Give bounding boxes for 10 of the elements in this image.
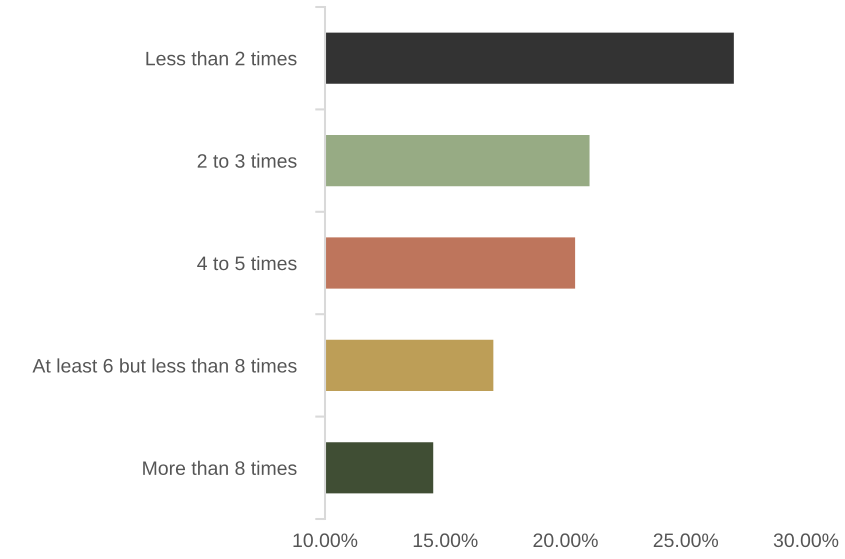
x-tick-label: 10.00% xyxy=(294,533,358,548)
x-tick-label: 15.00% xyxy=(414,533,478,548)
y-tick-label: More than 8 times xyxy=(143,460,297,476)
x-tick-label: 30.00% xyxy=(774,533,838,548)
x-tick-label: 20.00% xyxy=(534,533,598,548)
y-tick-label: At least 6 but less than 8 times xyxy=(32,358,297,373)
x-tick-label: 25.00% xyxy=(654,533,718,548)
y-tick-label: 4 to 5 times xyxy=(197,256,297,270)
y-tick-label: Less than 2 times xyxy=(146,51,297,66)
y-tick-label: 2 to 3 times xyxy=(198,154,297,168)
